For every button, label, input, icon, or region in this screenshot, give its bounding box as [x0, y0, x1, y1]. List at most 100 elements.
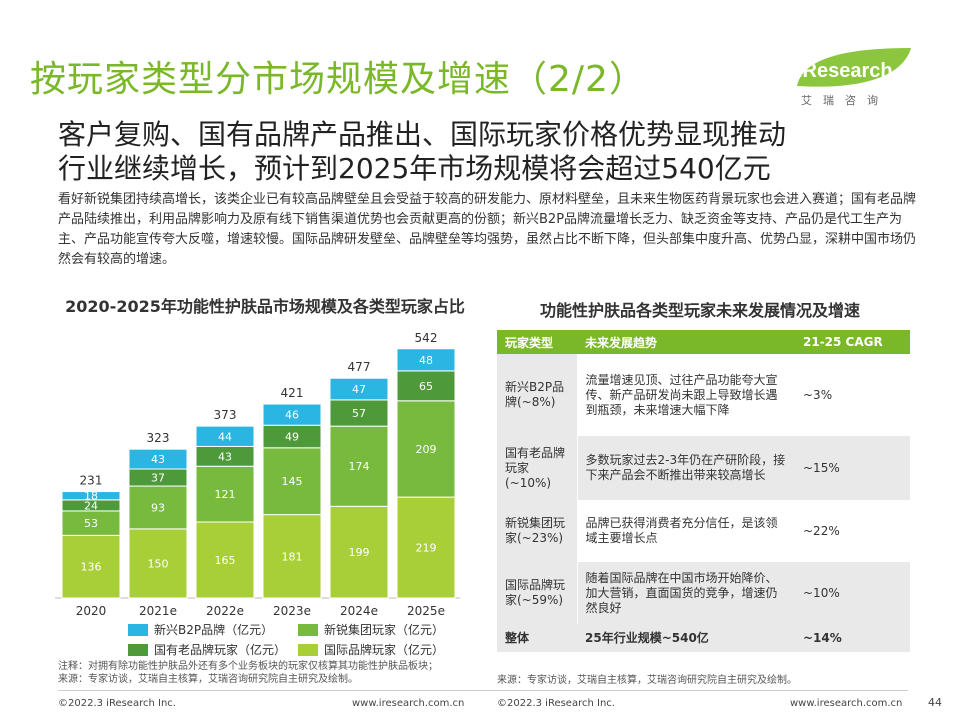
bar-value-label: 145 [282, 475, 303, 488]
iresearch-logo: iResearch 艾瑞咨询 [793, 46, 923, 108]
x-tick-label: 2020 [76, 604, 107, 618]
bar-segment [329, 399, 389, 427]
table-cell-trend: 随着国际品牌在中国市场开始降价、加大营销，直面国货的竞争，增速仍然良好 [577, 562, 795, 624]
headline-line-1: 客户复购、国有品牌产品推出、国际玩家价格优势显现推动 [58, 118, 787, 151]
table-cell-type: 新兴B2P品牌(~8%) [497, 354, 578, 436]
legend-swatch-b2p [128, 623, 148, 636]
bar-segment [262, 403, 322, 426]
x-tick-label: 2024e [340, 604, 378, 618]
table-header-row: 玩家类型 未来发展趋势 21-25 CAGR [497, 330, 910, 354]
footer-divider [58, 690, 908, 691]
bar-value-label: 44 [218, 430, 232, 443]
legend-label-guoyou: 国有老品牌玩家（亿元） [154, 643, 287, 657]
bar-segment [396, 400, 456, 498]
table-total-trend: 25年行业规模~540亿 [577, 624, 795, 652]
bar-value-label: 209 [416, 443, 437, 456]
bar-value-label: 219 [416, 542, 437, 555]
bar-value-label: 43 [151, 453, 165, 466]
x-tick-label: 2022e [206, 604, 244, 618]
note-line-1: 注释：对拥有除功能性护肤品外还有多个业务板块的玩家仅核算其功能性护肤品板块； [58, 661, 438, 672]
bar-total-label: 373 [214, 408, 237, 422]
bar-total-label: 323 [147, 431, 170, 445]
bar-value-label: 174 [349, 460, 370, 473]
x-tick-label: 2023e [273, 604, 311, 618]
footer-url-right: www.iresearch.com.cn [790, 698, 903, 709]
bar-value-label: 136 [81, 561, 102, 574]
table-cell-trend: 多数玩家过去2-3年仍在产研阶段，接下来产品会不断推出带来较高增长 [577, 436, 795, 500]
bar-total-label: 231 [80, 474, 103, 488]
bar-segment [396, 496, 456, 599]
legend-label-b2p: 新兴B2P品牌（亿元） [154, 623, 274, 637]
bar-value-label: 24 [84, 499, 98, 512]
footer-url-left: www.iresearch.com.cn [352, 698, 465, 709]
headline-line-2: 行业继续增长，预计到2025年市场规模将会超过540亿元 [58, 152, 771, 185]
bar-segment [195, 425, 255, 447]
footer-copyright-right: ©2022.3 iResearch Inc. [497, 698, 615, 709]
bar-value-label: 47 [352, 383, 366, 396]
bar-value-label: 93 [151, 501, 165, 514]
table-cell-cagr: ~3% [795, 354, 910, 436]
legend-item-xinrui: 新锐集团玩家（亿元） [298, 621, 444, 638]
table-cell-cagr: ~15% [795, 436, 910, 500]
page-number: 44 [928, 696, 942, 709]
table-total-cagr: ~14% [795, 624, 910, 652]
table-cell-type: 国有老品牌玩家(~10%) [497, 436, 578, 500]
legend-label-xinrui: 新锐集团玩家（亿元） [324, 623, 445, 637]
logo-subtext: 艾瑞咨询 [801, 94, 889, 107]
bar-value-label: 165 [215, 554, 236, 567]
bar-value-label: 49 [285, 431, 299, 444]
table-header-cagr: 21-25 CAGR [795, 330, 910, 354]
table-cell-type: 新锐集团玩家(~23%) [497, 500, 578, 562]
player-trend-table: 玩家类型 未来发展趋势 21-25 CAGR 新兴B2P品牌(~8%) 流量增速… [497, 330, 910, 652]
bar-total-label: 477 [348, 360, 371, 374]
legend-swatch-guoyou [128, 643, 148, 656]
page-title: 按玩家类型分市场规模及增速（2/2） [30, 59, 646, 100]
bar-value-label: 65 [419, 380, 433, 393]
bar-segment [396, 348, 456, 372]
x-tick-label: 2025e [407, 604, 445, 618]
table-total-type: 整体 [497, 624, 577, 652]
table-cell-type: 国际品牌玩家(~59%) [497, 562, 578, 624]
logo-text: iResearch [797, 60, 893, 82]
table-row: 国有老品牌玩家(~10%) 多数玩家过去2-3年仍在产研阶段，接下来产品会不断推… [497, 436, 910, 500]
table-header-type: 玩家类型 [497, 330, 577, 354]
table-row: 新兴B2P品牌(~8%) 流量增速见顶、过往产品功能夸大宣传、新产品研发尚未跟上… [497, 354, 910, 436]
bar-value-label: 57 [352, 407, 366, 420]
table-title: 功能性护肤品各类型玩家未来发展情况及增速 [539, 301, 860, 320]
bar-total-label: 542 [415, 331, 438, 345]
bar-segment [61, 491, 121, 501]
bar-value-label: 18 [84, 490, 98, 503]
legend-item-guoji: 国际品牌玩家（亿元） [298, 641, 444, 658]
legend-item-b2p: 新兴B2P品牌（亿元） [128, 621, 273, 638]
table-header-trend: 未来发展趋势 [577, 330, 795, 354]
bar-segment [329, 377, 389, 401]
note-line-2: 来源：专家访谈，艾瑞自主核算，艾瑞咨询研究院自主研究及绘制。 [58, 674, 358, 685]
footer-copyright-left: ©2022.3 iResearch Inc. [58, 698, 176, 709]
x-tick-label: 2021e [139, 604, 177, 618]
table-total-row: 整体 25年行业规模~540亿 ~14% [497, 624, 910, 652]
bar-segment [128, 485, 188, 530]
bar-value-label: 48 [419, 354, 433, 367]
chart-note: 注释：对拥有除功能性护肤品外还有多个业务板块的玩家仅核算其功能性护肤品板块； 来… [58, 660, 478, 686]
bar-value-label: 199 [349, 546, 370, 559]
table-row: 国际品牌玩家(~59%) 随着国际品牌在中国市场开始降价、加大营销，直面国货的竞… [497, 562, 910, 624]
logo-leaf-shape [797, 48, 911, 87]
bar-segment [195, 465, 255, 523]
legend-item-guoyou: 国有老品牌玩家（亿元） [128, 641, 286, 658]
bar-segment [396, 370, 456, 402]
bar-segment [128, 528, 188, 599]
bar-value-label: 150 [148, 557, 169, 570]
legend-swatch-guoji [298, 643, 318, 656]
bar-segment [61, 534, 121, 599]
bar-value-label: 121 [215, 488, 236, 501]
bar-segment [195, 521, 255, 599]
table-cell-cagr: ~22% [795, 500, 910, 562]
bar-value-label: 46 [285, 409, 299, 422]
bar-segment [262, 514, 322, 599]
bar-value-label: 181 [282, 550, 303, 563]
table-cell-trend: 品牌已获得消费者充分信任，是该领域主要增长点 [577, 500, 795, 562]
bar-total-label: 421 [281, 386, 304, 400]
bar-value-label: 53 [84, 517, 98, 530]
bar-segment [329, 505, 389, 599]
